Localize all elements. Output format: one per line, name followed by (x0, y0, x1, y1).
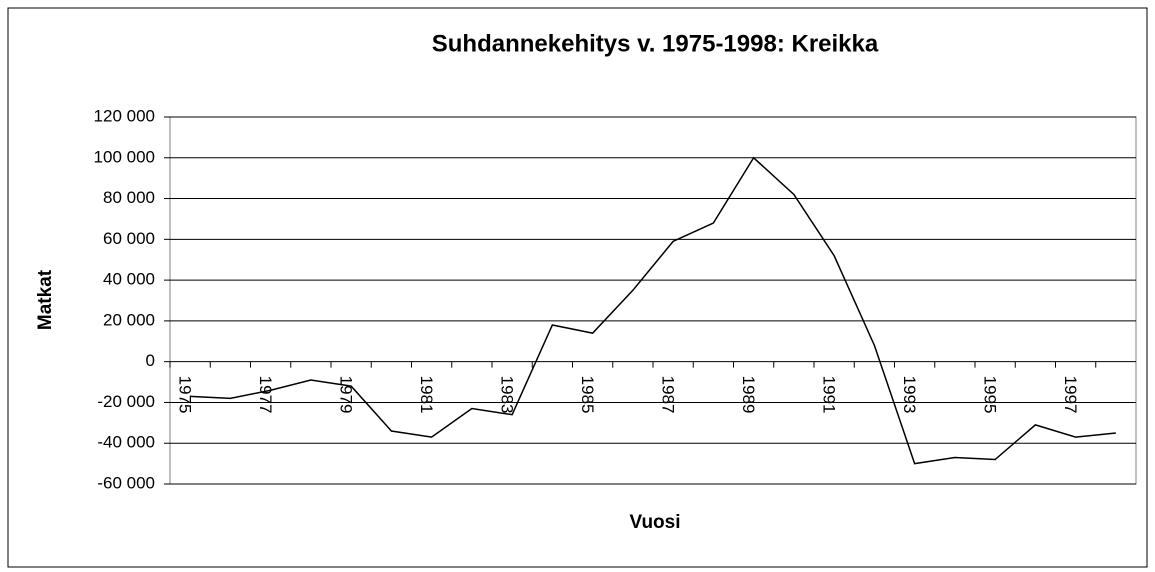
x-tick-label: 1991 (820, 376, 839, 414)
y-tick-label: 0 (146, 351, 155, 370)
x-tick-label: 1977 (256, 376, 275, 414)
x-tick-label: 1995 (981, 376, 1000, 414)
y-tick-label: 40 000 (103, 270, 155, 289)
x-tick-label: 1997 (1061, 376, 1080, 414)
y-axis-label: Matkat (35, 269, 56, 330)
y-tick-label: 20 000 (103, 310, 155, 329)
data-line (190, 156, 1116, 465)
y-tick-label: -60 000 (97, 473, 155, 492)
x-tick-label: 1987 (659, 376, 678, 414)
chart-border (7, 7, 1148, 568)
x-tick-label: 1979 (337, 376, 356, 414)
y-tick-label: 120 000 (94, 106, 155, 125)
y-tick-label: -20 000 (97, 392, 155, 411)
x-tick-label: 1981 (417, 376, 436, 414)
y-tick-label: 80 000 (103, 188, 155, 207)
x-tick-label: 1975 (176, 376, 195, 414)
x-tick-label: 1983 (498, 376, 517, 414)
x-tick-label: 1993 (900, 376, 919, 414)
x-axis-label: Vuosi (629, 512, 680, 533)
x-tick-label: 1985 (578, 376, 597, 414)
y-tick-label: -40 000 (97, 433, 155, 452)
chart-title: Suhdannekehitys v. 1975-1998: Kreikka (432, 30, 879, 57)
y-tick-label: 100 000 (94, 147, 155, 166)
y-tick-label: 60 000 (103, 229, 155, 248)
x-tick-label: 1989 (739, 376, 758, 414)
